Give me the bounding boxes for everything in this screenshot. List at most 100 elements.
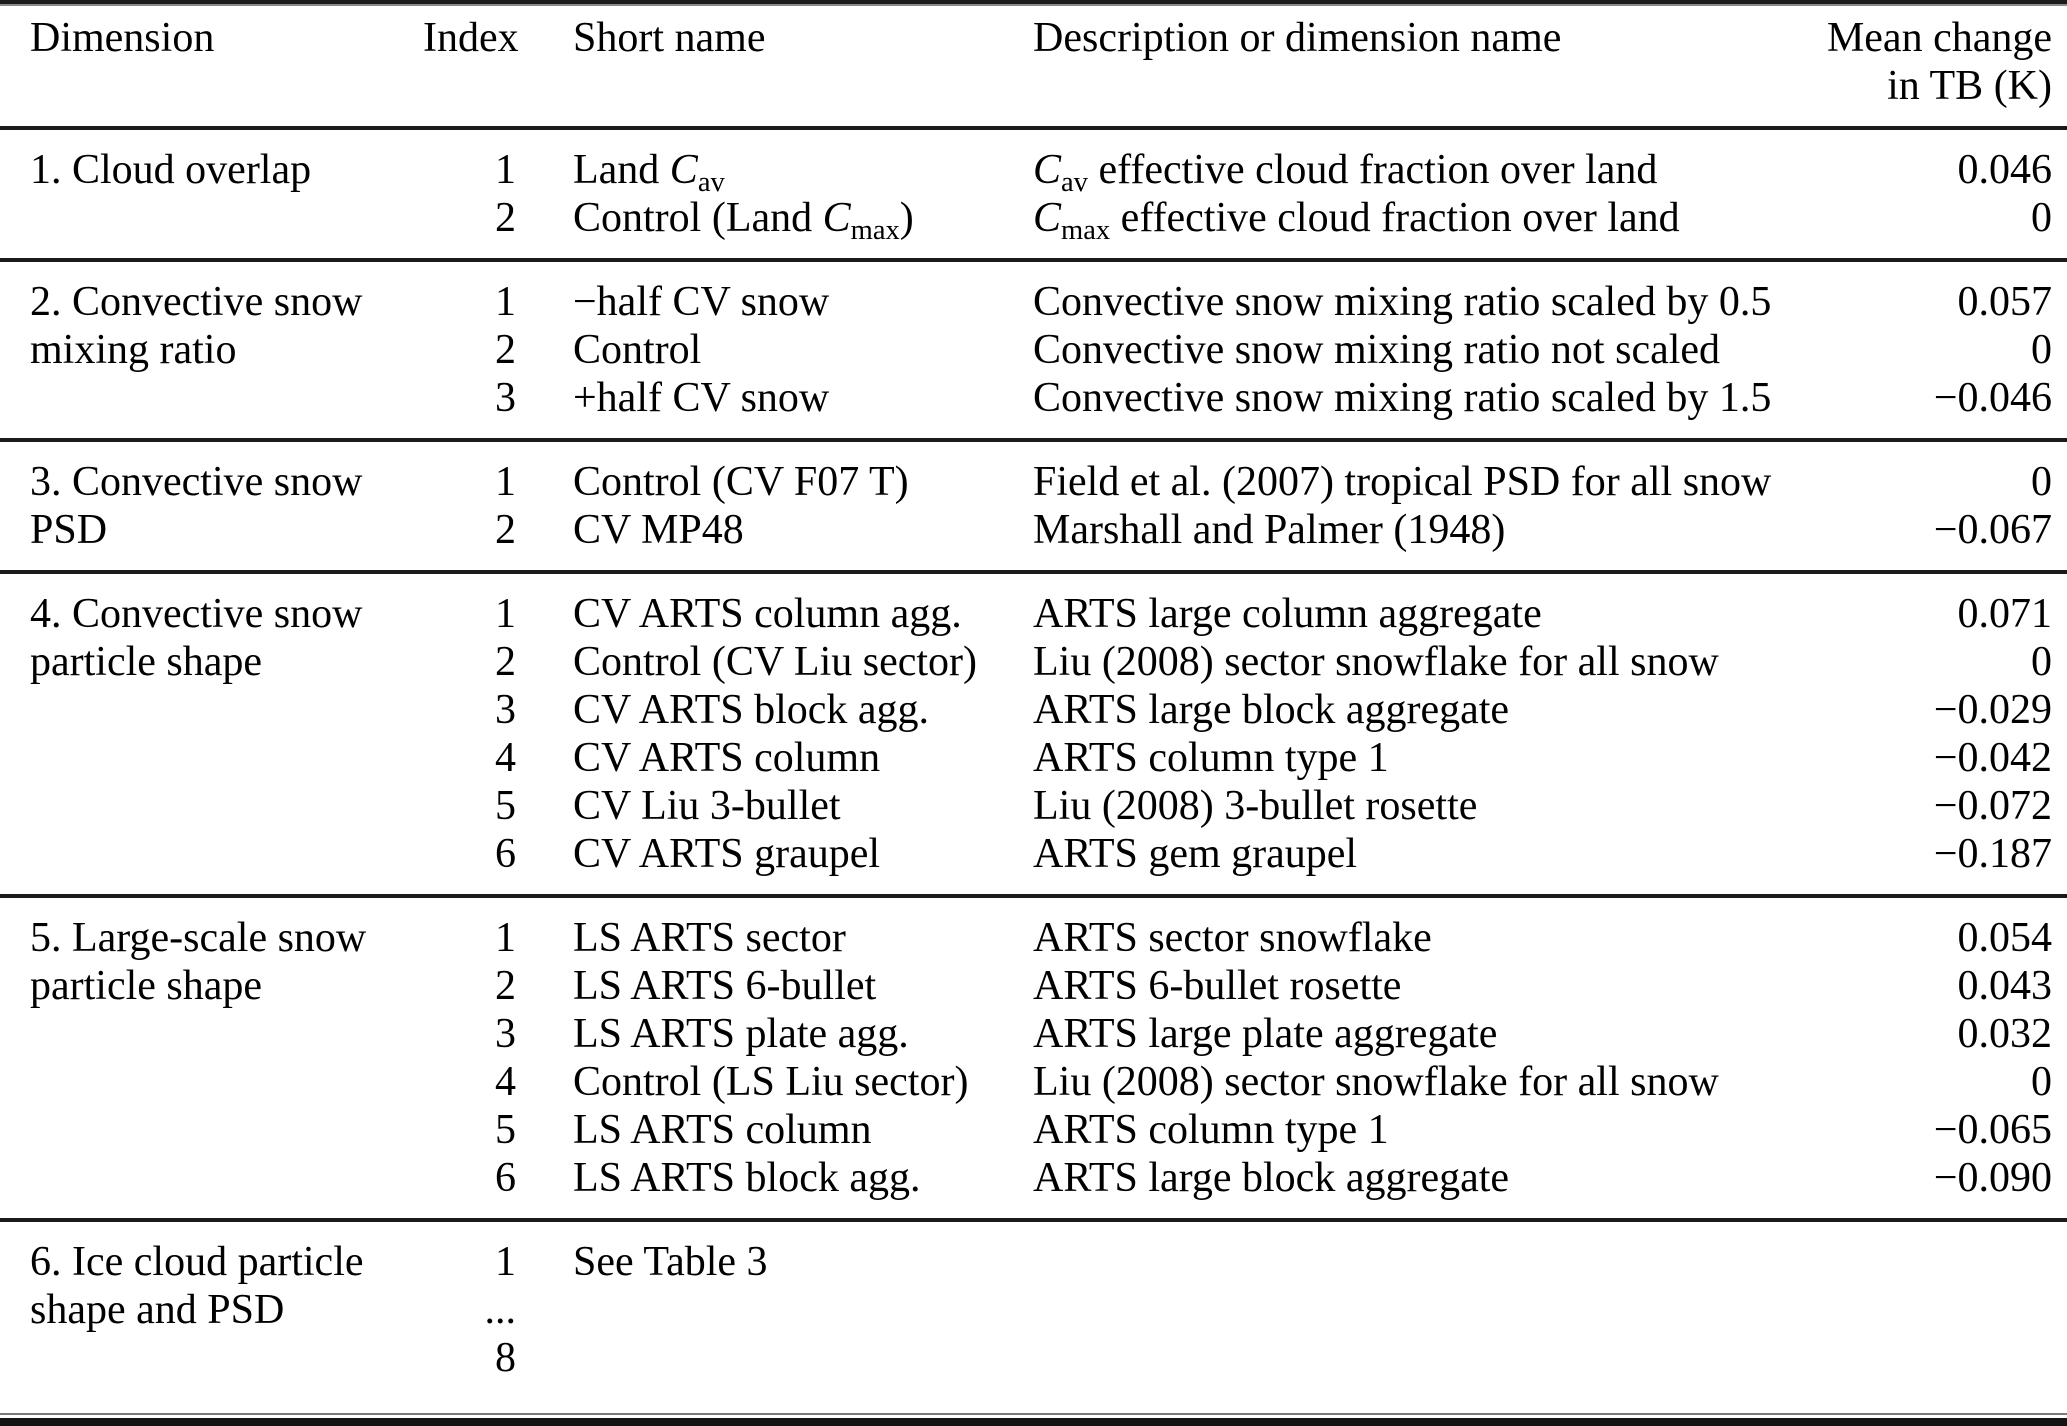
short-name-cell: Control [573,327,702,373]
index-cell: 3 [495,375,516,421]
table-row: 4 Control (LS Liu sector) Liu (2008) secto… [0,1058,2067,1106]
dimension-label-line: 5. Large-scale snow [30,915,367,961]
column-header-description: Description or dimension name [1033,6,1820,130]
table-row: 5 CV Liu 3-bullet Liu (2008) 3-bullet rose… [0,782,2067,830]
description-cell: Convective snow mixing ratio scaled by 1… [1033,375,1772,421]
description-cell: ARTS 6-bullet rosette [1033,963,1402,1009]
table-row: 6 LS ARTS block agg. ARTS large block aggr… [0,1154,2067,1220]
mean-change-cell: 0 [2031,327,2052,373]
index-cell: 1 [423,258,516,326]
dimension-label-line: 6. Ice cloud particle [30,1239,364,1285]
index-cell: 1 [423,438,516,506]
index-cell: 6 [495,1155,516,1201]
index-cell: 5 [495,1107,516,1153]
description-cell: Cav effective cloud fraction over land [1033,126,1820,197]
mean-change-header-line1: Mean change [1826,15,2052,61]
table-row: 6 CV ARTS graupel ARTS gem graupel −0.187 [0,830,2067,896]
table-row: 3. Convective snow PSD 1 Control (CV F07 T)… [0,438,2067,572]
description-cell: Liu (2008) sector snowflake for all snow [1033,1059,1719,1105]
mean-change-cell: 0.046 [1820,126,2067,194]
short-name-cell: LS ARTS plate agg. [573,1011,909,1057]
index-cell: 1 [423,1218,516,1286]
dimension-label-line: shape and PSD [30,1287,285,1333]
mean-change-cell: 0.032 [1957,1011,2053,1057]
index-cell: 2 [495,507,516,553]
short-name-cell: See Table 3 [516,1218,1033,1286]
description-cell: Marshall and Palmer (1948) [1033,507,1506,553]
column-header-index: Index [423,6,519,130]
index-cell: ... [484,1287,517,1333]
table-top-rule [0,0,2067,6]
index-cell: 2 [495,639,516,685]
description-cell: Cmax effective cloud fraction over land [1033,195,1680,246]
short-name-cell: CV Liu 3-bullet [573,783,841,829]
mean-change-cell: 0.054 [1820,894,2067,962]
dimension-label-line: 4. Convective snow [30,591,363,637]
short-name-cell: CV ARTS column [573,735,881,781]
short-name-cell [516,1286,1033,1334]
mean-change-cell: −0.029 [1933,687,2052,733]
index-cell: 5 [495,783,516,829]
table-row: 5 LS ARTS column ARTS column type 1 −0.065 [0,1106,2067,1154]
description-cell: ARTS large block aggregate [1033,687,1510,733]
index-cell: 2 [495,327,516,373]
short-name-cell: LS ARTS sector [516,894,1033,962]
mean-change-cell [1820,1218,2067,1286]
dimension-label-line: 2. Convective snow [30,279,363,325]
short-name-cell: Control (CV F07 T) [516,438,1033,506]
column-header-short-name: Short name [516,6,1033,130]
mean-change-cell: −0.065 [1933,1107,2052,1153]
short-name-cell: LS ARTS block agg. [573,1155,921,1201]
index-cell: 3 [495,1011,516,1057]
table-row: 3 CV ARTS block agg. ARTS large block aggr… [0,686,2067,734]
short-name-cell: Control (Land Cmax) [573,195,914,246]
table-row: 2. Convective snow mixing ratio 1 −half CV … [0,258,2067,440]
short-name-cell: Land Cav [516,126,1033,197]
short-name-cell: −half CV snow [516,258,1033,326]
mean-change-cell: 0.071 [1820,570,2067,638]
column-header-dimension: Dimension [0,6,423,130]
table-row: 2 Control Convective snow mixing ratio not… [0,326,2067,374]
dimension-cell: 5. Large-scale snow particle shape [0,894,423,1220]
index-cell: 2 [495,963,516,1009]
description-cell: Liu (2008) 3-bullet rosette [1033,783,1478,829]
dimension-cell: 3. Convective snow PSD [0,438,423,572]
dimension-label-line: 1. Cloud overlap [30,147,312,193]
short-name-cell: +half CV snow [573,375,830,421]
mean-change-cell: 0.043 [1957,963,2053,1009]
short-name-cell: LS ARTS column [573,1107,872,1153]
mean-change-cell: 0 [2031,1059,2052,1105]
mean-change-cell: −0.042 [1933,735,2052,781]
dimension-label-line: PSD [30,507,108,553]
column-header-mean-change: Mean change in TB (K) [1820,6,2067,130]
mean-change-cell: −0.187 [1933,831,2052,877]
index-cell: 4 [495,1059,516,1105]
index-cell: 6 [495,831,516,877]
short-name-cell: Control (LS Liu sector) [573,1059,969,1105]
mean-change-cell: 0 [2031,639,2052,685]
table-row: ... [0,1286,2067,1334]
table-row: 4 CV ARTS column ARTS column type 1 −0.042 [0,734,2067,782]
short-name-cell [516,1334,1033,1412]
description-cell: ARTS sector snowflake [1033,894,1820,962]
index-cell: 1 [423,894,516,962]
mean-change-cell: −0.072 [1933,783,2052,829]
sensitivity-dimensions-table: Dimension Index Short name Description o… [0,6,2067,1412]
table-row: 2 Control (CV Liu sector) Liu (2008) secto… [0,638,2067,686]
mean-change-cell: 0 [1820,438,2067,506]
mean-change-cell: −0.046 [1933,375,2052,421]
description-cell: Field et al. (2007) tropical PSD for all… [1033,438,1820,506]
table-row: 2 Control (Land Cmax) Cmax effective cloud… [0,194,2067,260]
index-cell: 8 [495,1335,516,1381]
mean-change-cell: 0 [2031,195,2052,241]
dimension-label-line: mixing ratio [30,327,237,373]
dimension-cell: 2. Convective snow mixing ratio [0,258,423,440]
table-row: 2 CV MP48 Marshall and Palmer (1948) −0.067 [0,506,2067,572]
table-row: 5. Large-scale snow particle shape 1 LS ART… [0,894,2067,1220]
table-row: 4. Convective snow particle shape 1 CV ARTS… [0,570,2067,896]
mean-change-header-line2: in TB (K) [1887,63,2052,109]
table-row: 6. Ice cloud particle shape and PSD 1 See T… [0,1218,2067,1412]
description-cell: ARTS column type 1 [1033,735,1389,781]
index-cell: 1 [423,126,516,194]
